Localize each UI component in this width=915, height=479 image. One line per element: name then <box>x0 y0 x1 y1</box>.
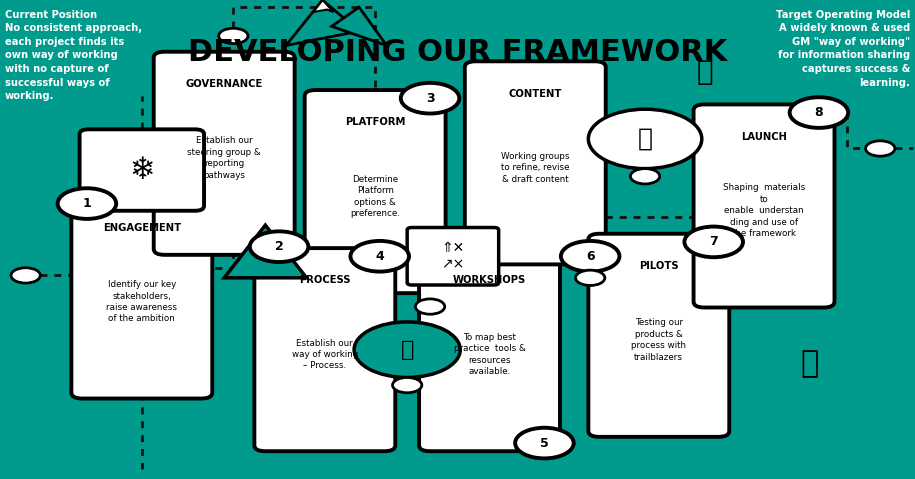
Text: Current Position
No consistent approach,
each project finds its
own way of worki: Current Position No consistent approach,… <box>5 10 142 101</box>
Circle shape <box>684 227 743 257</box>
Circle shape <box>790 97 848 128</box>
FancyBboxPatch shape <box>419 248 560 451</box>
Text: 🚀: 🚀 <box>696 58 713 86</box>
Text: 8: 8 <box>814 106 824 119</box>
FancyBboxPatch shape <box>305 90 446 293</box>
Text: CONTENT: CONTENT <box>509 89 562 99</box>
Text: ENGAGEMENT: ENGAGEMENT <box>102 223 181 233</box>
Text: Working groups
to refine, revise
& draft content: Working groups to refine, revise & draft… <box>501 152 569 183</box>
Text: PLATFORM: PLATFORM <box>345 117 405 127</box>
Circle shape <box>415 299 445 314</box>
Circle shape <box>350 241 409 272</box>
FancyBboxPatch shape <box>71 195 212 399</box>
Polygon shape <box>332 7 387 46</box>
Circle shape <box>354 322 460 377</box>
Text: WORKSHOPS: WORKSHOPS <box>453 275 526 285</box>
Text: 5: 5 <box>540 436 549 450</box>
Text: 4: 4 <box>375 250 384 263</box>
Circle shape <box>393 377 422 393</box>
Circle shape <box>561 241 619 272</box>
FancyBboxPatch shape <box>407 228 499 285</box>
Circle shape <box>401 83 459 114</box>
Text: ⇲☁: ⇲☁ <box>253 249 277 262</box>
FancyBboxPatch shape <box>588 234 729 437</box>
Text: LAUNCH: LAUNCH <box>741 132 787 142</box>
Circle shape <box>250 231 308 262</box>
Text: ⇑✕
↗×: ⇑✕ ↗× <box>441 241 465 272</box>
Polygon shape <box>286 0 359 46</box>
Text: Shaping  materials
to
enable  understan
ding and use of
the framework: Shaping materials to enable understan di… <box>723 183 805 238</box>
FancyBboxPatch shape <box>80 129 204 211</box>
Text: ⏱: ⏱ <box>401 340 414 360</box>
Text: Identify our key
stakeholders,
raise awareness
of the ambition: Identify our key stakeholders, raise awa… <box>106 280 178 323</box>
FancyBboxPatch shape <box>465 61 606 264</box>
Polygon shape <box>313 0 334 12</box>
Text: 6: 6 <box>586 250 595 263</box>
Circle shape <box>576 270 605 285</box>
Text: Target Operating Model
A widely known & used
GM "way of working"
for information: Target Operating Model A widely known & … <box>776 10 910 88</box>
Text: 1: 1 <box>82 197 92 210</box>
Text: Determine
Platform
options &
preference.: Determine Platform options & preference. <box>350 175 400 218</box>
Text: ❄: ❄ <box>129 156 155 184</box>
Text: Establish our
way of working
– Process.: Establish our way of working – Process. <box>292 339 358 370</box>
Text: 🖥: 🖥 <box>638 127 652 151</box>
Text: GOVERNANCE: GOVERNANCE <box>186 79 263 89</box>
Text: DEVELOPING OUR FRAMEWORK: DEVELOPING OUR FRAMEWORK <box>188 38 727 67</box>
Text: To map best
practice  tools &
resources
available.: To map best practice tools & resources a… <box>454 333 525 376</box>
Text: PROCESS: PROCESS <box>299 275 350 285</box>
Text: 7: 7 <box>709 235 718 249</box>
Circle shape <box>515 428 574 458</box>
FancyBboxPatch shape <box>154 52 295 255</box>
Circle shape <box>58 188 116 219</box>
Circle shape <box>11 268 40 283</box>
FancyBboxPatch shape <box>254 248 395 451</box>
Text: 👤: 👤 <box>801 350 819 378</box>
Circle shape <box>630 169 660 184</box>
Text: 2: 2 <box>274 240 284 253</box>
Polygon shape <box>224 225 307 278</box>
Circle shape <box>219 28 248 44</box>
Text: 3: 3 <box>425 91 435 105</box>
Text: Testing our
products &
process with
trailblazers: Testing our products & process with trai… <box>631 319 686 362</box>
Text: Establish our
steering group &
reporting
pathways: Establish our steering group & reporting… <box>188 137 261 180</box>
FancyBboxPatch shape <box>694 104 834 308</box>
Text: PILOTS: PILOTS <box>639 261 679 271</box>
Circle shape <box>588 109 702 169</box>
Circle shape <box>866 141 895 156</box>
